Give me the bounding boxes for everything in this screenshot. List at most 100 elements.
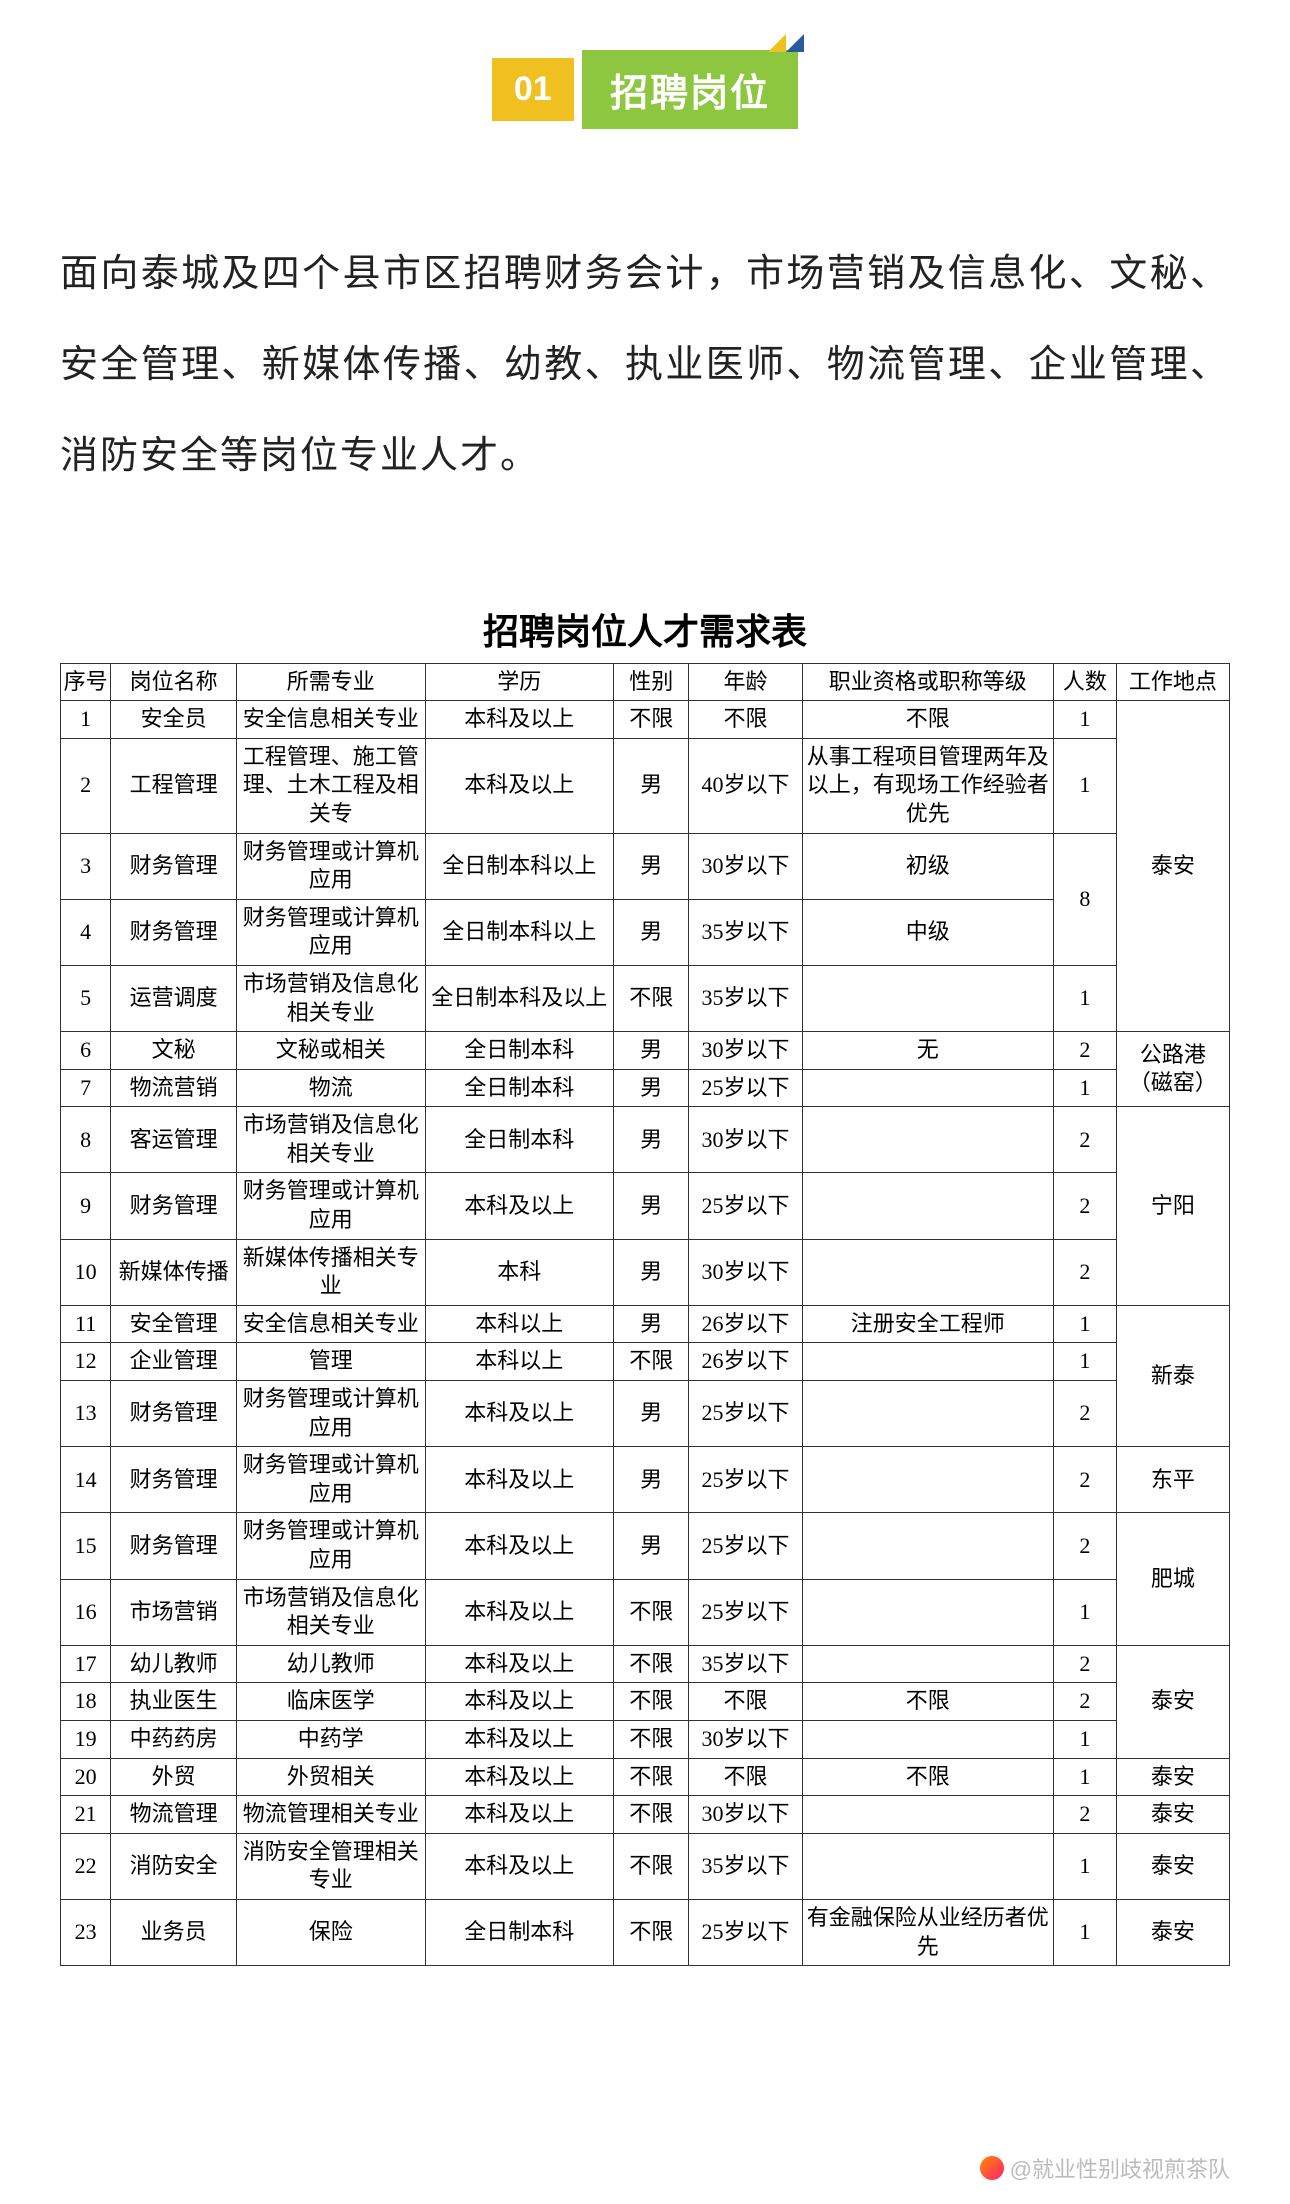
cell-gen: 不限	[614, 1899, 689, 1965]
cell-idx: 2	[61, 738, 111, 833]
requirements-table: 序号 岗位名称 所需专业 学历 性别 年龄 职业资格或职称等级 人数 工作地点 …	[60, 663, 1230, 1967]
cell-maj: 财务管理或计算机应用	[236, 1381, 425, 1447]
cell-pos: 财务管理	[111, 833, 237, 899]
cell-age: 不限	[689, 1758, 802, 1796]
cell-cnt: 2	[1053, 1239, 1116, 1305]
table-row: 15财务管理财务管理或计算机应用本科及以上男25岁以下2肥城	[61, 1513, 1230, 1579]
cell-maj: 安全信息相关专业	[236, 701, 425, 739]
cell-age: 25岁以下	[689, 1069, 802, 1107]
cell-qua: 无	[802, 1032, 1053, 1070]
cell-qua	[802, 1579, 1053, 1645]
cell-qua: 不限	[802, 1758, 1053, 1796]
cell-maj: 财务管理或计算机应用	[236, 899, 425, 965]
cell-cnt: 2	[1053, 1683, 1116, 1721]
cell-idx: 1	[61, 701, 111, 739]
cell-qua	[802, 1381, 1053, 1447]
cell-cnt: 1	[1053, 1305, 1116, 1343]
cell-maj: 中药学	[236, 1720, 425, 1758]
cell-edu: 本科以上	[425, 1343, 614, 1381]
cell-pos: 消防安全	[111, 1833, 237, 1899]
cell-age: 30岁以下	[689, 1032, 802, 1070]
cell-pos: 外贸	[111, 1758, 237, 1796]
cell-edu: 全日制本科以上	[425, 833, 614, 899]
cell-edu: 本科以上	[425, 1305, 614, 1343]
weibo-icon	[980, 2156, 1004, 2180]
table-row: 5运营调度市场营销及信息化相关专业全日制本科及以上不限35岁以下1	[61, 965, 1230, 1031]
col-location: 工作地点	[1116, 663, 1229, 701]
cell-age: 35岁以下	[689, 1833, 802, 1899]
cell-cnt: 1	[1053, 1899, 1116, 1965]
cell-cnt: 2	[1053, 1796, 1116, 1834]
cell-edu: 本科及以上	[425, 1173, 614, 1239]
cell-gen: 男	[614, 738, 689, 833]
col-qualification: 职业资格或职称等级	[802, 663, 1053, 701]
cell-cnt: 2	[1053, 1447, 1116, 1513]
table-row: 18执业医生临床医学本科及以上不限不限不限2	[61, 1683, 1230, 1721]
watermark-text: @就业性别歧视煎茶队	[1010, 2152, 1230, 2184]
cell-edu: 全日制本科	[425, 1032, 614, 1070]
cell-age: 30岁以下	[689, 1796, 802, 1834]
cell-qua	[802, 1645, 1053, 1683]
cell-maj: 市场营销及信息化相关专业	[236, 1107, 425, 1173]
cell-edu: 全日制本科	[425, 1069, 614, 1107]
cell-maj: 物流管理相关专业	[236, 1796, 425, 1834]
table-row: 21物流管理物流管理相关专业本科及以上不限30岁以下2泰安	[61, 1796, 1230, 1834]
cell-loc: 肥城	[1116, 1513, 1229, 1645]
cell-pos: 安全管理	[111, 1305, 237, 1343]
cell-gen: 男	[614, 1305, 689, 1343]
cell-gen: 男	[614, 1381, 689, 1447]
cell-maj: 工程管理、施工管理、土木工程及相关专	[236, 738, 425, 833]
table-row: 7物流营销物流全日制本科男25岁以下1	[61, 1069, 1230, 1107]
cell-age: 不限	[689, 1683, 802, 1721]
cell-maj: 财务管理或计算机应用	[236, 1173, 425, 1239]
table-row: 23业务员保险全日制本科不限25岁以下有金融保险从业经历者优先1泰安	[61, 1899, 1230, 1965]
cell-idx: 11	[61, 1305, 111, 1343]
watermark: @就业性别歧视煎茶队	[980, 2152, 1230, 2184]
cell-gen: 男	[614, 1447, 689, 1513]
cell-idx: 15	[61, 1513, 111, 1579]
cell-pos: 文秘	[111, 1032, 237, 1070]
cell-qua	[802, 1796, 1053, 1834]
cell-edu: 本科及以上	[425, 1579, 614, 1645]
cell-cnt: 2	[1053, 1645, 1116, 1683]
cell-edu: 全日制本科以上	[425, 899, 614, 965]
cell-maj: 安全信息相关专业	[236, 1305, 425, 1343]
cell-age: 25岁以下	[689, 1381, 802, 1447]
cell-pos: 运营调度	[111, 965, 237, 1031]
cell-edu: 全日制本科	[425, 1899, 614, 1965]
cell-gen: 不限	[614, 1720, 689, 1758]
cell-cnt: 1	[1053, 1579, 1116, 1645]
cell-pos: 幼儿教师	[111, 1645, 237, 1683]
cell-pos: 市场营销	[111, 1579, 237, 1645]
cell-edu: 本科及以上	[425, 1758, 614, 1796]
cell-qua: 有金融保险从业经历者优先	[802, 1899, 1053, 1965]
col-major: 所需专业	[236, 663, 425, 701]
cell-idx: 21	[61, 1796, 111, 1834]
cell-edu: 本科及以上	[425, 1833, 614, 1899]
cell-idx: 20	[61, 1758, 111, 1796]
cell-cnt: 8	[1053, 833, 1116, 965]
cell-age: 26岁以下	[689, 1343, 802, 1381]
cell-maj: 文秘或相关	[236, 1032, 425, 1070]
cell-edu: 本科及以上	[425, 1513, 614, 1579]
cell-maj: 财务管理或计算机应用	[236, 1447, 425, 1513]
table-body: 1安全员安全信息相关专业本科及以上不限不限不限1泰安2工程管理工程管理、施工管理…	[61, 701, 1230, 1966]
cell-edu: 本科及以上	[425, 1683, 614, 1721]
cell-idx: 13	[61, 1381, 111, 1447]
cell-gen: 男	[614, 1107, 689, 1173]
cell-qua	[802, 1447, 1053, 1513]
cell-age: 25岁以下	[689, 1899, 802, 1965]
cell-edu: 本科及以上	[425, 1796, 614, 1834]
cell-idx: 12	[61, 1343, 111, 1381]
cell-maj: 财务管理或计算机应用	[236, 1513, 425, 1579]
cell-gen: 不限	[614, 965, 689, 1031]
cell-idx: 16	[61, 1579, 111, 1645]
cell-qua	[802, 1107, 1053, 1173]
table-row: 19中药药房中药学本科及以上不限30岁以下1	[61, 1720, 1230, 1758]
cell-age: 40岁以下	[689, 738, 802, 833]
cell-pos: 物流管理	[111, 1796, 237, 1834]
cell-idx: 23	[61, 1899, 111, 1965]
cell-gen: 不限	[614, 1758, 689, 1796]
cell-pos: 财务管理	[111, 899, 237, 965]
cell-edu: 本科及以上	[425, 1645, 614, 1683]
